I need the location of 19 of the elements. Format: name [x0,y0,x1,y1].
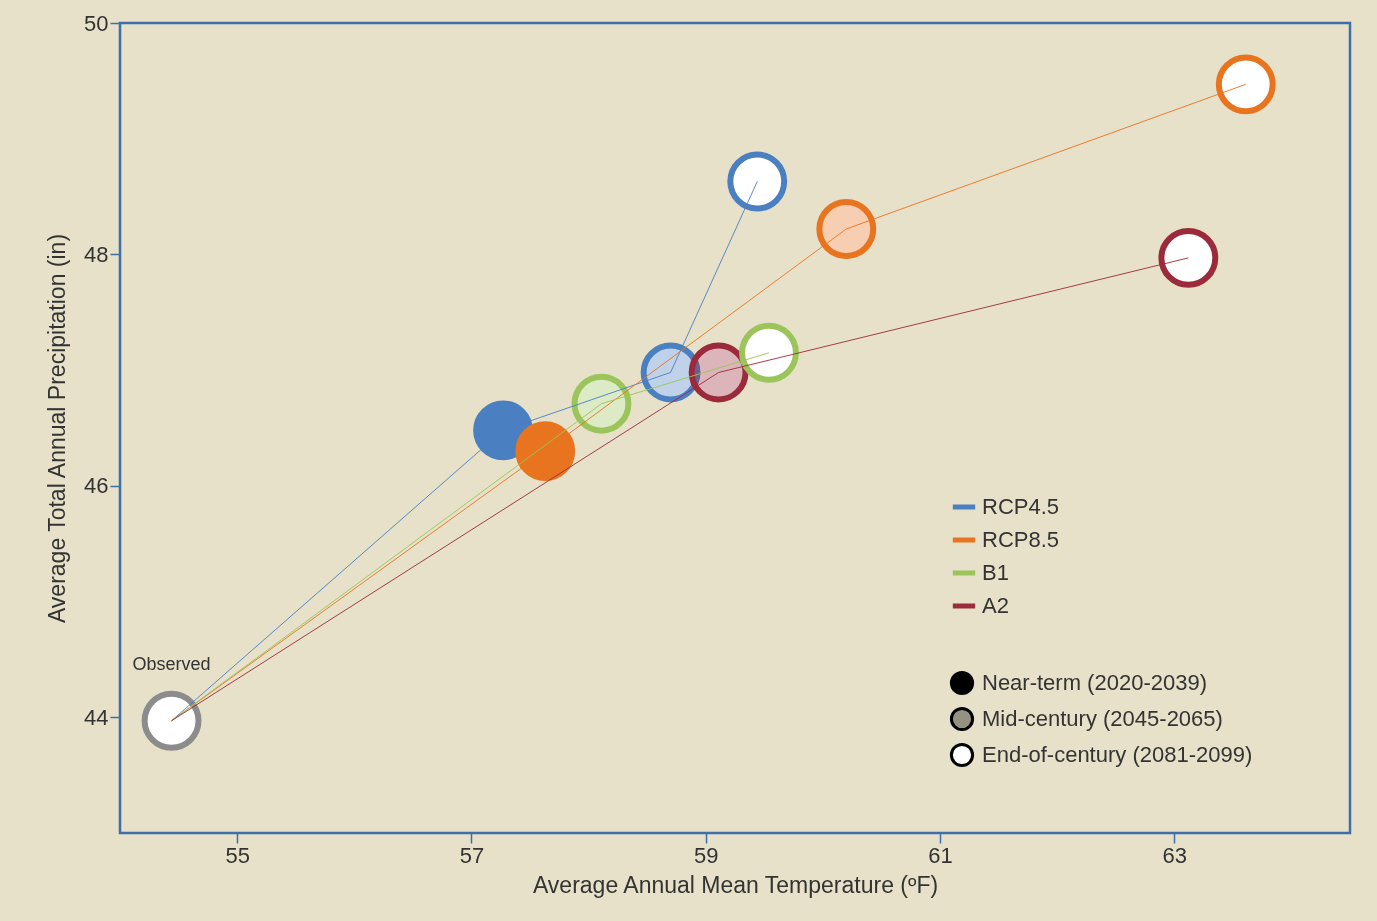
y-tick-label: 48 [84,241,109,267]
y-axis-title: Average Total Annual Precipitation (in) [44,233,71,624]
legend-label: RCP4.5 [982,494,1060,519]
y-tick-label: 50 [84,10,109,36]
x-axis-title: Average Annual Mean Temperature (ºF) [532,871,939,898]
x-tick-label: 61 [928,842,953,868]
annotation: Mid-century (2045-2065) [982,706,1223,731]
x-tick-label: 59 [693,842,719,868]
y-tick-label: 44 [84,704,109,730]
legend-label: A2 [982,593,1009,618]
annotation: End-of-century (2081-2099) [982,742,1253,767]
annotation: Observed [132,653,211,674]
x-tick-label: 55 [225,842,250,868]
x-tick-label: 57 [459,842,485,868]
x-tick-label: 63 [1162,842,1188,868]
y-tick-label: 46 [84,473,109,499]
annotation: Near-term (2020-2039) [982,670,1207,695]
legend-label: B1 [982,560,1009,585]
legend-label: RCP8.5 [982,527,1060,552]
